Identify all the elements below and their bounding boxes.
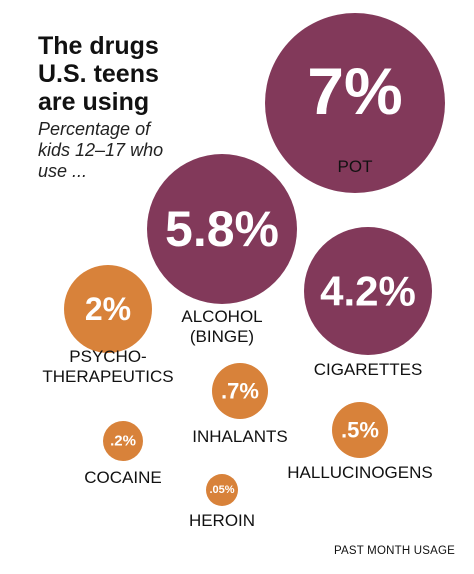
bubble-value-psycho-therapeutics: 2% bbox=[85, 291, 131, 327]
bubble-heroin bbox=[206, 474, 238, 506]
bubble-value-pot: 7% bbox=[307, 54, 402, 128]
bubble-value-hallucinogens: .5% bbox=[341, 418, 379, 443]
bubble-value-cocaine: .2% bbox=[110, 433, 136, 450]
bubble-value-alcohol-binge: 5.8% bbox=[165, 201, 279, 257]
bubble-label-psycho-therapeutics-line-2: THERAPEUTICS bbox=[42, 367, 173, 386]
bubble-pot bbox=[265, 13, 445, 193]
bubble-cigarettes bbox=[304, 227, 432, 355]
bubble-label-heroin: HEROIN bbox=[189, 511, 255, 530]
bubble-label-alcohol-binge-line-1: ALCOHOL bbox=[181, 307, 262, 326]
usage-note: PAST MONTH USAGE bbox=[334, 545, 455, 557]
bubble-value-cigarettes: 4.2% bbox=[320, 268, 416, 315]
bubble-value-heroin: .05% bbox=[209, 484, 234, 496]
bubble-label-pot: POT bbox=[338, 157, 373, 176]
bubble-hallucinogens bbox=[332, 402, 388, 458]
bubble-label-cocaine: COCAINE bbox=[84, 468, 161, 487]
chart-subtitle: Percentage of kids 12–17 who use ... bbox=[38, 119, 164, 181]
bubble-psycho-therapeutics bbox=[64, 265, 152, 353]
bubble-cocaine bbox=[103, 421, 143, 461]
bubble-label-psycho-therapeutics-line-1: PSYCHO- bbox=[69, 347, 146, 366]
bubble-label-hallucinogens: HALLUCINOGENS bbox=[287, 463, 432, 482]
bubble-value-inhalants: .7% bbox=[221, 379, 259, 404]
bubble-label-alcohol-binge-line-2: (BINGE) bbox=[190, 327, 254, 346]
chart-title: The drugs U.S. teens are using bbox=[38, 32, 159, 116]
bubble-label-cigarettes: CIGARETTES bbox=[314, 360, 423, 379]
bubble-inhalants bbox=[212, 363, 268, 419]
bubble-label-inhalants: INHALANTS bbox=[192, 427, 287, 446]
bubble-alcohol-binge bbox=[147, 154, 297, 304]
